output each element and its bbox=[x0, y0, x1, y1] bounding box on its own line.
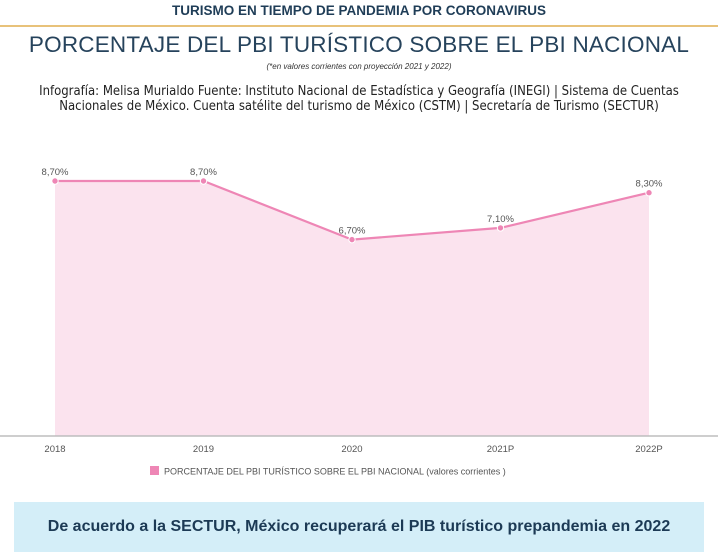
data-label-2020: 6,70% bbox=[339, 226, 366, 237]
tick-label-2021P: 2021P bbox=[487, 444, 514, 455]
data-point-2022P bbox=[645, 189, 653, 197]
top-divider bbox=[0, 25, 718, 27]
legend-label: PORCENTAJE DEL PBI TURÍSTICO SOBRE EL PB… bbox=[164, 467, 506, 477]
data-label-2022P: 8,30% bbox=[636, 179, 663, 190]
chart-credits: Infografía: Melisa Murialdo Fuente: Inst… bbox=[39, 84, 679, 114]
chart-subtitle: (*en valores corrientes con proyección 2… bbox=[266, 62, 452, 71]
tick-label-2022P: 2022P bbox=[635, 444, 662, 455]
legend-swatch bbox=[150, 466, 159, 475]
data-label-2021P: 7,10% bbox=[487, 214, 514, 225]
footer-callout: De acuerdo a la SECTUR, México recuperar… bbox=[14, 502, 704, 552]
data-point-2018 bbox=[51, 177, 59, 185]
chart-title: PORCENTAJE DEL PBI TURÍSTICO SOBRE EL PB… bbox=[28, 32, 690, 57]
tick-label-2020: 2020 bbox=[341, 444, 362, 455]
data-point-2019 bbox=[199, 177, 208, 185]
area-fill bbox=[55, 181, 649, 436]
data-point-2020 bbox=[348, 235, 356, 244]
data-label-2018: 8,70% bbox=[42, 167, 69, 178]
data-label-2019: 8,70% bbox=[190, 167, 217, 178]
tick-label-2018: 2018 bbox=[44, 444, 65, 455]
data-point-2021P bbox=[496, 224, 505, 232]
top-banner: TURISMO EN TIEMPO DE PANDEMIA POR CORONA… bbox=[171, 3, 547, 18]
area-chart: 8,70% 8,70% 6,70% 7,10% 8,30% 2018 2019 2020 202… bbox=[0, 167, 718, 477]
tick-label-2019: 2019 bbox=[193, 444, 214, 455]
